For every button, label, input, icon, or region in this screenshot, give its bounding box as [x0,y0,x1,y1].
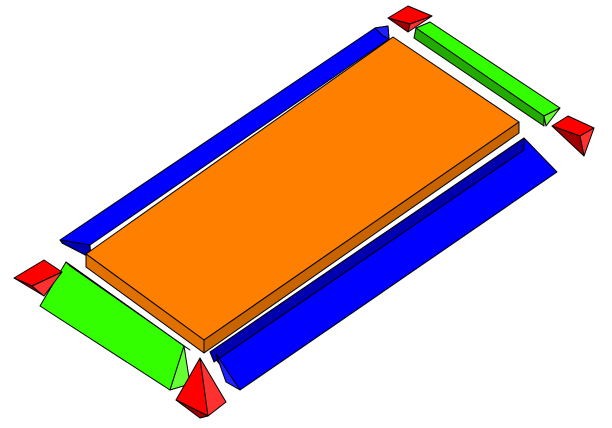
support-right [551,115,595,157]
central-slab-left-face [85,253,205,354]
support-top [387,5,433,33]
central-slab [85,36,520,354]
beam-front-long [209,137,558,391]
beam-front-long-end-face [215,353,241,391]
beam-back-long [59,25,390,259]
support-left [13,259,63,297]
beam-left-short-back-face [65,261,191,351]
support-bottom-face-c [175,399,209,419]
beam-right-short-front-face [413,27,545,127]
beam-right-short [413,21,561,127]
support-right-face-c [579,127,595,157]
support-left-face-c [31,271,63,297]
beam-left-short-end-face [169,345,191,391]
support-top-face-c [407,15,433,33]
support-bottom-face-b [199,357,227,417]
beam-front-long-side-face [209,137,525,363]
support-bottom [175,357,227,419]
beam-right-short-end-face [543,107,561,127]
beam-back-long-end-face [374,25,390,40]
beam-left-short [39,261,191,391]
